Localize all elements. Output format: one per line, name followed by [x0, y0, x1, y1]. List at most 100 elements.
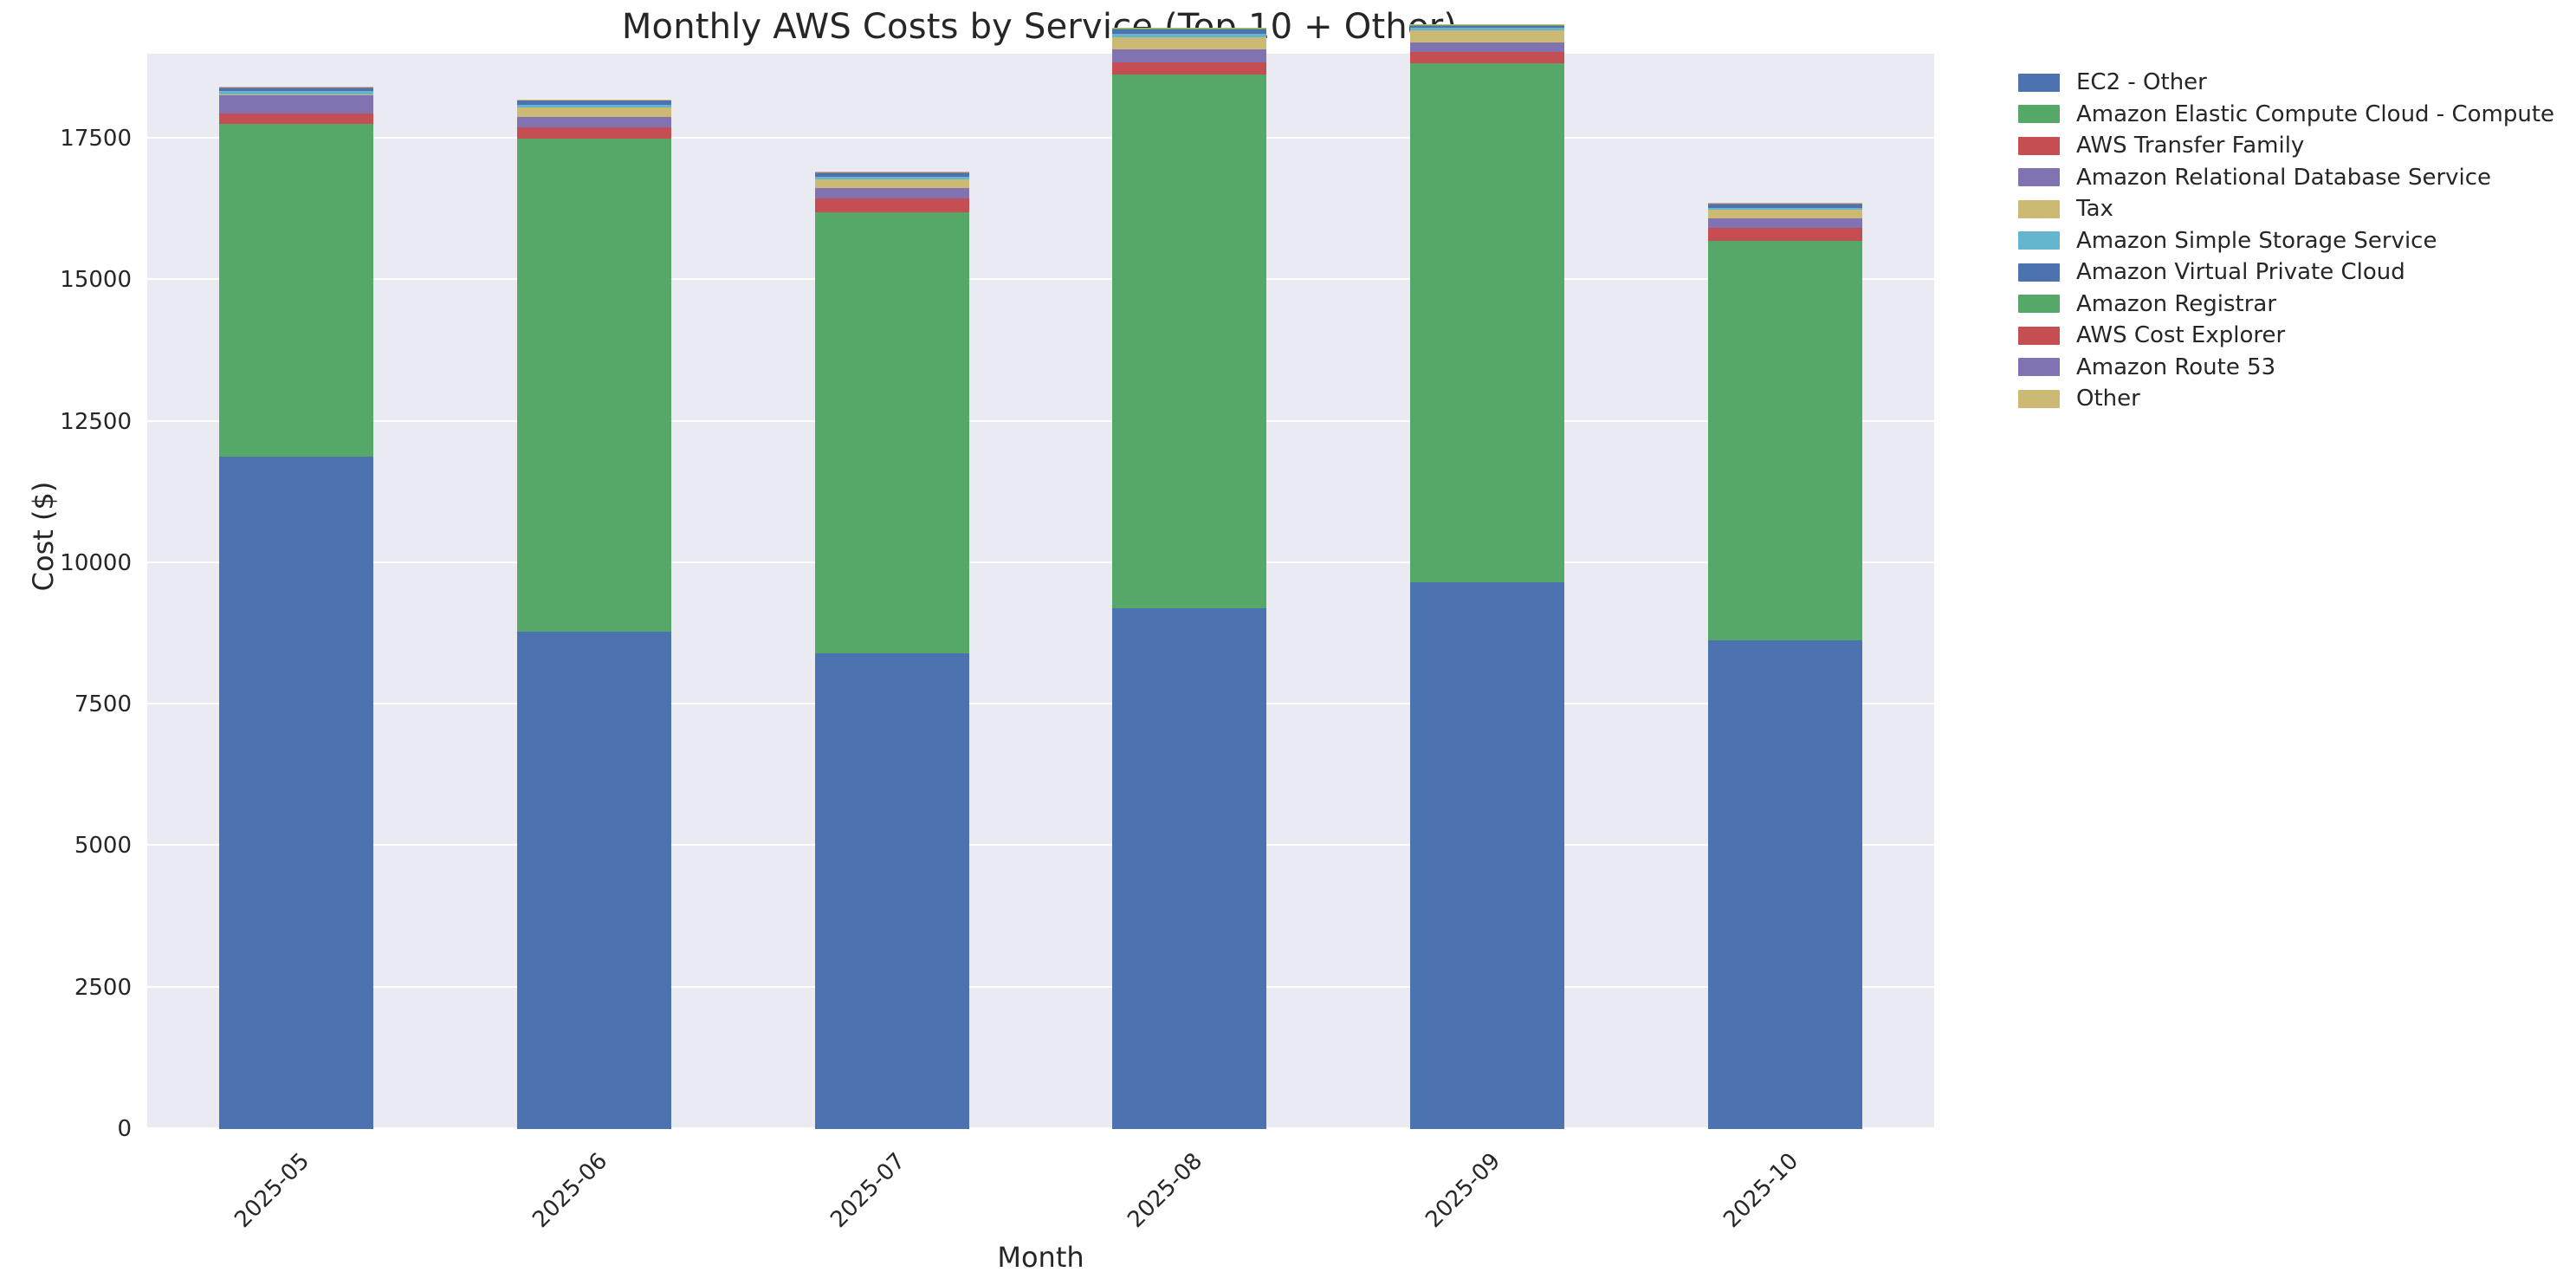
bar-segment[interactable]: [516, 127, 671, 139]
legend-label: Amazon Registrar: [2076, 290, 2277, 317]
legend-label: Tax: [2076, 196, 2113, 222]
legend-label: EC2 - Other: [2076, 69, 2207, 95]
bar-segment[interactable]: [1410, 63, 1565, 582]
y-tick-label: 7500: [74, 691, 132, 718]
legend-item[interactable]: AWS Transfer Family: [2018, 131, 2564, 160]
legend-label: Amazon Route 53: [2076, 354, 2276, 380]
bar-segment[interactable]: [218, 456, 373, 1129]
gridline: [147, 703, 1934, 705]
bar-segment[interactable]: [1112, 62, 1267, 75]
bar-segment[interactable]: [218, 94, 373, 95]
y-tick-label: 12500: [60, 408, 132, 435]
legend-swatch-icon: [2018, 231, 2060, 250]
legend-label: Amazon Elastic Compute Cloud - Compute: [2076, 101, 2555, 127]
legend-swatch-icon: [2018, 295, 2060, 313]
legend-swatch-icon: [2018, 73, 2060, 92]
bar-segment[interactable]: [218, 123, 373, 457]
bar-segment[interactable]: [516, 104, 671, 107]
legend-item[interactable]: Tax: [2018, 194, 2564, 224]
y-tick-label: 2500: [74, 974, 132, 1001]
bar-segment[interactable]: [1112, 75, 1267, 609]
x-axis-label: Month: [997, 1241, 1084, 1274]
gridline: [147, 278, 1934, 281]
bar-segment[interactable]: [1112, 49, 1267, 62]
bar-segment[interactable]: [516, 117, 671, 127]
legend-swatch-icon: [2018, 263, 2060, 282]
bar-segment[interactable]: [814, 172, 969, 177]
bar-segment[interactable]: [1410, 30, 1565, 42]
gridline: [147, 136, 1934, 139]
legend-item[interactable]: Amazon Elastic Compute Cloud - Compute: [2018, 100, 2564, 129]
bars-layer: [147, 23, 1934, 1129]
bar-2025-09[interactable]: [1410, 23, 1565, 1129]
legend-swatch-icon: [2018, 199, 2060, 218]
bar-segment[interactable]: [516, 107, 671, 118]
plot-area: [147, 23, 1934, 1129]
bar-segment[interactable]: [516, 100, 671, 105]
legend-label: AWS Transfer Family: [2076, 133, 2305, 159]
bar-segment[interactable]: [1708, 640, 1863, 1129]
bar-segment[interactable]: [1112, 34, 1267, 38]
legend-label: Amazon Relational Database Service: [2076, 164, 2492, 191]
bar-segment[interactable]: [1410, 581, 1565, 1129]
bar-segment[interactable]: [218, 90, 373, 94]
y-axis-label: Cost ($): [27, 481, 60, 592]
y-tick-label: 15000: [60, 267, 132, 294]
bar-segment[interactable]: [814, 198, 969, 212]
bar-segment[interactable]: [516, 631, 671, 1129]
bar-2025-05[interactable]: [218, 54, 373, 1129]
bar-segment[interactable]: [218, 94, 373, 114]
legend-label: Amazon Simple Storage Service: [2076, 227, 2437, 254]
bar-segment[interactable]: [1112, 37, 1267, 49]
bar-segment[interactable]: [516, 138, 671, 632]
bar-segment[interactable]: [1708, 218, 1863, 229]
y-tick-label: 5000: [74, 833, 132, 860]
legend-swatch-icon: [2018, 389, 2060, 408]
bar-segment[interactable]: [218, 88, 373, 91]
legend-item[interactable]: Amazon Simple Storage Service: [2018, 226, 2564, 256]
y-tick-label: 10000: [60, 549, 132, 576]
bar-segment[interactable]: [814, 652, 969, 1129]
bar-segment[interactable]: [1410, 51, 1565, 64]
legend-item[interactable]: Amazon Route 53: [2018, 353, 2564, 382]
bar-segment[interactable]: [1410, 28, 1565, 31]
bar-segment[interactable]: [218, 114, 373, 124]
legend-item[interactable]: Amazon Relational Database Service: [2018, 163, 2564, 192]
gridline: [147, 419, 1934, 422]
legend-label: Amazon Virtual Private Cloud: [2076, 259, 2405, 285]
bar-2025-10[interactable]: [1708, 54, 1863, 1129]
legend-item[interactable]: AWS Cost Explorer: [2018, 321, 2564, 350]
bar-segment[interactable]: [814, 178, 969, 189]
bar-segment[interactable]: [1708, 209, 1863, 219]
legend-label: AWS Cost Explorer: [2076, 322, 2286, 348]
bar-segment[interactable]: [1112, 29, 1267, 35]
bar-2025-07[interactable]: [814, 54, 969, 1129]
bar-segment[interactable]: [1410, 25, 1565, 29]
bar-segment[interactable]: [1708, 207, 1863, 210]
y-tick-label: 0: [117, 1116, 132, 1142]
bar-segment[interactable]: [1708, 240, 1863, 641]
bar-segment[interactable]: [1708, 228, 1863, 241]
bar-2025-08[interactable]: [1112, 27, 1267, 1129]
bar-segment[interactable]: [1410, 42, 1565, 52]
gridline: [147, 561, 1934, 563]
bar-segment[interactable]: [1112, 608, 1267, 1129]
legend-swatch-icon: [2018, 358, 2060, 376]
chart-legend: EC2 - Other Amazon Elastic Compute Cloud …: [2018, 68, 2564, 416]
legend-swatch-icon: [2018, 105, 2060, 123]
bar-segment[interactable]: [814, 188, 969, 199]
legend-item[interactable]: Amazon Virtual Private Cloud: [2018, 257, 2564, 287]
chart-title: Monthly AWS Costs by Service (Top 10 + O…: [621, 7, 1458, 47]
bar-segment[interactable]: [814, 176, 969, 179]
legend-swatch-icon: [2018, 136, 2060, 155]
legend-label: Other: [2076, 386, 2140, 412]
bar-2025-06[interactable]: [516, 54, 671, 1129]
legend-item[interactable]: EC2 - Other: [2018, 68, 2564, 97]
gridline: [147, 985, 1934, 988]
legend-swatch-icon: [2018, 326, 2060, 345]
bar-segment[interactable]: [1708, 204, 1863, 208]
bar-segment[interactable]: [814, 211, 969, 653]
legend-item[interactable]: Other: [2018, 384, 2564, 413]
legend-item[interactable]: Amazon Registrar: [2018, 289, 2564, 319]
gridline: [147, 844, 1934, 847]
